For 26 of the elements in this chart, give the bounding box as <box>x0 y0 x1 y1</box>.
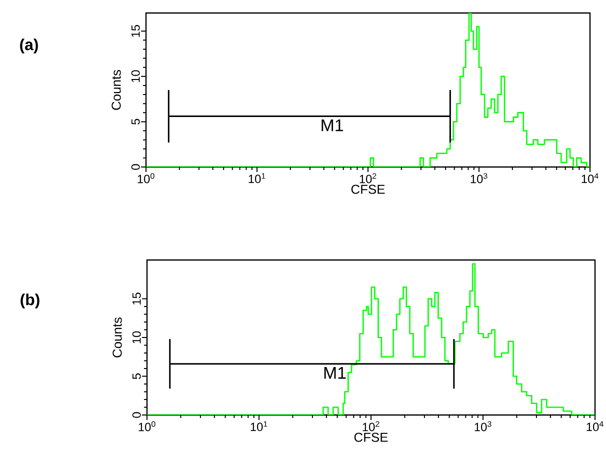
y-tick-label: 0 <box>132 412 141 418</box>
x-tick-label: 10$^{3}$ <box>470 173 488 184</box>
text: (b) <box>20 294 40 308</box>
y-axis-title: Counts <box>112 317 122 358</box>
x-axis-title: CFSE <box>351 184 385 194</box>
annotation: M1 <box>324 367 346 379</box>
y-tick-label: 15 <box>131 24 140 37</box>
x-tick-label: 10$^{2}$ <box>360 173 376 184</box>
y-tick-label: 5 <box>132 373 141 380</box>
x-tick-label: 10$^{0}$ <box>138 173 154 184</box>
y-axis-title: Counts <box>112 70 121 110</box>
x-axis-title: CFSE <box>354 432 388 442</box>
y-tick-label: 15 <box>132 292 141 304</box>
x-tick-label: 10$^{2}$ <box>362 421 380 432</box>
text: (a) <box>20 38 38 54</box>
y-tick-label: 10 <box>132 331 141 344</box>
x-tick-label: 10$^{4}$ <box>586 421 604 432</box>
x-tick-label: 10$^{1}$ <box>248 173 266 184</box>
y-tick-label: 5 <box>131 118 140 125</box>
y-tick-label: 0 <box>131 164 140 170</box>
x-tick-label: 10$^{1}$ <box>250 421 268 432</box>
x-tick-label: 10$^{3}$ <box>474 421 492 432</box>
annotation: M1 <box>322 119 344 132</box>
y-tick-label: 10 <box>131 70 140 82</box>
x-tick-label: 10$^{0}$ <box>138 421 156 432</box>
x-tick-label: 10$^{4}$ <box>582 173 598 184</box>
